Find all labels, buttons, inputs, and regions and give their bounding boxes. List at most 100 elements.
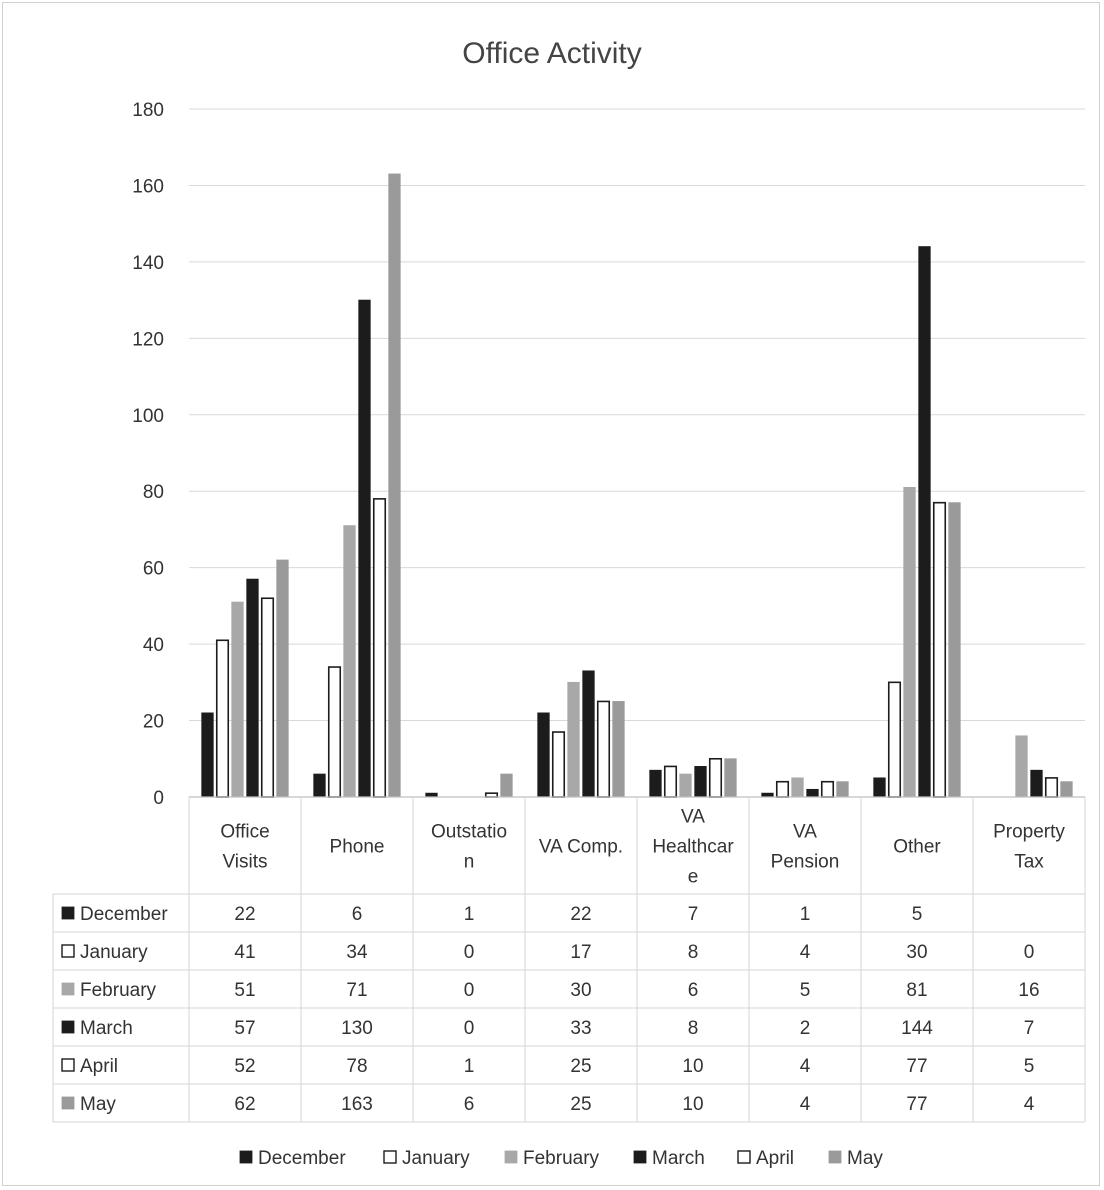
legend-key xyxy=(383,1150,397,1164)
bar-may xyxy=(948,502,961,798)
table-series-name: March xyxy=(80,1018,133,1039)
y-tick-label: 20 xyxy=(143,712,164,733)
bar-december xyxy=(873,777,886,798)
table-value: 144 xyxy=(901,1018,933,1039)
bar-april xyxy=(260,597,275,798)
category-label: VA xyxy=(793,822,817,843)
table-value: 30 xyxy=(570,980,591,1001)
table-value: 22 xyxy=(570,904,591,925)
bar-january xyxy=(327,666,342,798)
legend-label: March xyxy=(652,1148,705,1169)
category-label: e xyxy=(688,867,699,888)
bar-january xyxy=(215,639,230,798)
table-value: 8 xyxy=(688,1018,699,1039)
category-label: Office xyxy=(220,822,269,843)
chart-title: Office Activity xyxy=(462,37,642,70)
table-value: 5 xyxy=(912,904,923,925)
category-label: Other xyxy=(893,837,941,858)
table-value: 8 xyxy=(688,942,699,963)
table-value: 0 xyxy=(1024,942,1035,963)
bar-may xyxy=(724,758,737,798)
table-value: 71 xyxy=(346,980,367,1001)
table-value: 0 xyxy=(464,942,475,963)
table-value: 2 xyxy=(800,1018,811,1039)
category-label: VA Comp. xyxy=(539,837,623,858)
category-label: Phone xyxy=(330,837,385,858)
bar-march xyxy=(246,578,259,798)
legend-key xyxy=(239,1150,253,1164)
bar-february xyxy=(231,601,244,798)
table-legend-key xyxy=(61,1020,75,1034)
table-value: 25 xyxy=(570,1056,591,1077)
category-label: Property xyxy=(993,822,1065,843)
table-value: 22 xyxy=(234,904,255,925)
bar-january xyxy=(551,731,566,798)
category-label: Visits xyxy=(222,852,267,873)
table-legend-key xyxy=(61,982,75,996)
table-value: 30 xyxy=(906,942,927,963)
legend-key xyxy=(633,1150,647,1164)
y-tick-label: 40 xyxy=(143,635,164,656)
bar-april xyxy=(820,780,835,798)
table-value: 1 xyxy=(464,1056,475,1077)
bar-march xyxy=(582,670,595,798)
table-value: 62 xyxy=(234,1094,255,1115)
legend-label: February xyxy=(523,1148,600,1169)
table-value: 7 xyxy=(688,904,699,925)
bar-march xyxy=(1030,769,1043,798)
table-value: 163 xyxy=(341,1094,373,1115)
table-value: 41 xyxy=(234,942,255,963)
table-value: 78 xyxy=(346,1056,367,1077)
bar-march xyxy=(918,246,931,798)
table-value: 1 xyxy=(800,904,811,925)
bar-april xyxy=(372,498,387,798)
legend-label: December xyxy=(258,1148,346,1169)
legend-label: April xyxy=(756,1148,794,1169)
y-tick-label: 60 xyxy=(143,559,164,580)
table-value: 4 xyxy=(1024,1094,1035,1115)
bar-january xyxy=(775,780,790,798)
category-label: Outstatio xyxy=(431,822,507,843)
bar-april xyxy=(1044,777,1059,798)
bar-may xyxy=(388,173,401,798)
y-tick-label: 100 xyxy=(132,406,164,427)
table-value: 6 xyxy=(688,980,699,1001)
bar-january xyxy=(663,765,678,798)
table-value: 34 xyxy=(346,942,368,963)
table-value: 57 xyxy=(234,1018,255,1039)
legend-key xyxy=(504,1150,518,1164)
bar-february xyxy=(1015,735,1028,798)
table-value: 6 xyxy=(464,1094,475,1115)
table-value: 77 xyxy=(906,1056,927,1077)
table-value: 33 xyxy=(570,1018,591,1039)
table-legend-key xyxy=(61,906,75,920)
y-tick-label: 0 xyxy=(153,788,164,809)
table-value: 130 xyxy=(341,1018,373,1039)
bar-may xyxy=(1060,781,1073,798)
y-tick-label: 180 xyxy=(132,100,164,121)
table-value: 4 xyxy=(800,1094,811,1115)
y-tick-label: 140 xyxy=(132,253,164,274)
table-value: 17 xyxy=(570,942,591,963)
table-value: 10 xyxy=(682,1094,703,1115)
table-value: 6 xyxy=(352,904,363,925)
table-value: 77 xyxy=(906,1094,927,1115)
category-label: n xyxy=(464,852,475,873)
table-series-name: December xyxy=(80,904,168,925)
table-legend-key xyxy=(61,1096,75,1110)
bar-february xyxy=(679,773,692,798)
bar-december xyxy=(537,712,550,798)
y-tick-label: 80 xyxy=(143,482,164,503)
table-value: 16 xyxy=(1018,980,1039,1001)
table-value: 1 xyxy=(464,904,475,925)
y-tick-label: 120 xyxy=(132,329,164,350)
table-series-name: May xyxy=(80,1094,116,1115)
bar-february xyxy=(903,486,916,798)
bar-december xyxy=(201,712,214,798)
category-label: Tax xyxy=(1014,852,1044,873)
y-tick-label: 160 xyxy=(132,176,164,197)
table-series-name: April xyxy=(80,1056,118,1077)
table-value: 7 xyxy=(1024,1018,1035,1039)
table-value: 0 xyxy=(464,1018,475,1039)
